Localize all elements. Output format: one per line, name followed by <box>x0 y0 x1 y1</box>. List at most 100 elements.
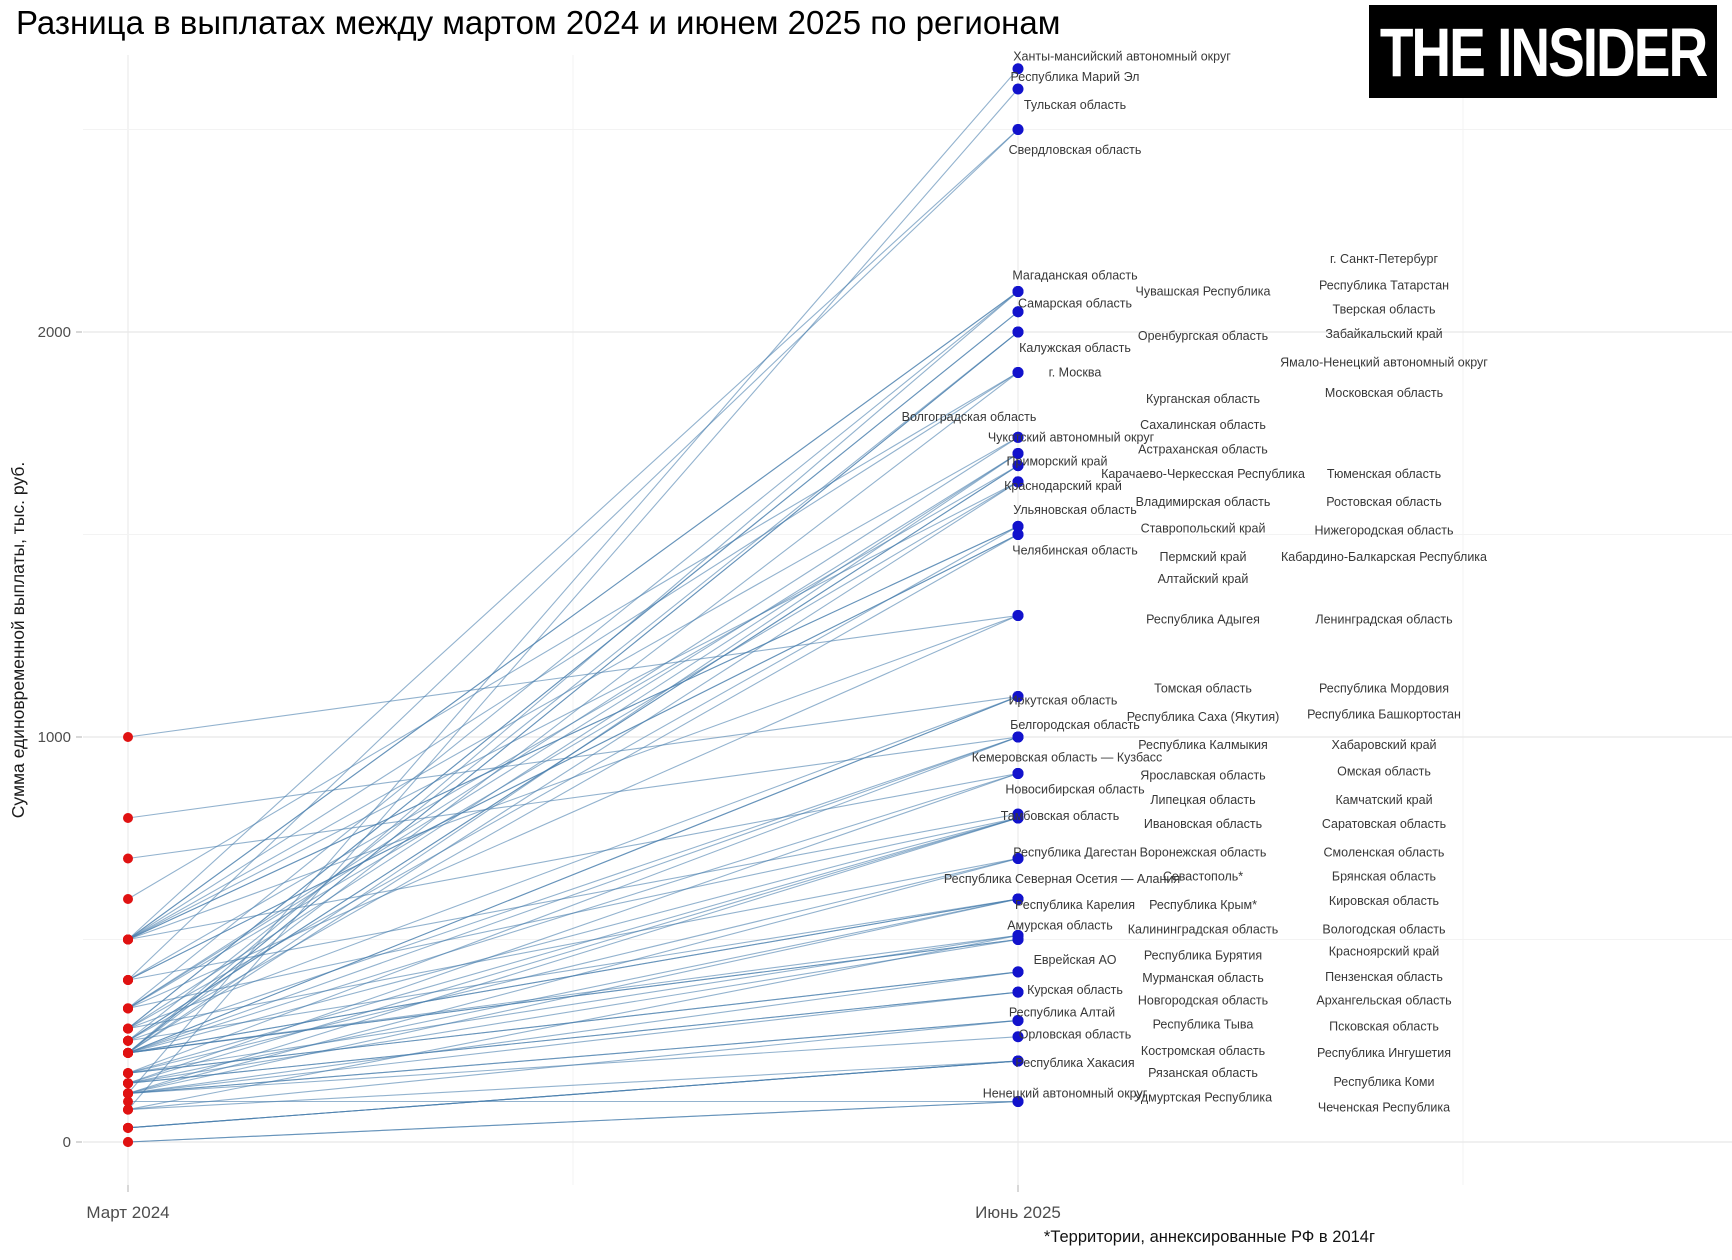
slope-line <box>127 291 1019 1009</box>
march-dot <box>123 1122 133 1133</box>
region-label: Республика Бурятия <box>1144 949 1262 963</box>
region-label: Волгоградская область <box>902 410 1037 424</box>
region-label: Удмуртская Республика <box>1134 1090 1272 1104</box>
slope-line <box>127 772 1019 1084</box>
slope-line <box>127 817 1019 1094</box>
slope-line <box>127 311 1019 1030</box>
region-label: Костромская область <box>1141 1044 1265 1058</box>
slope-line <box>127 1060 1019 1129</box>
march-dot <box>123 853 133 864</box>
slope-line <box>127 938 1019 1084</box>
june-dot <box>1012 1096 1024 1107</box>
region-label: Пермский край <box>1160 550 1247 564</box>
slope-line <box>127 614 1019 738</box>
slope-line <box>127 817 1019 1084</box>
region-label: Красноярский край <box>1329 945 1440 959</box>
slope-line <box>127 971 1019 1094</box>
slope-line <box>127 1100 1019 1143</box>
region-label: Владимирская область <box>1136 495 1271 509</box>
region-label: Архангельская область <box>1316 993 1451 1007</box>
june-dot <box>1012 476 1024 488</box>
region-label: Новгородская область <box>1138 993 1268 1007</box>
region-label: Тамбовская область <box>1001 809 1120 823</box>
x-tick-label-march-2024: Март 2024 <box>86 1203 169 1222</box>
region-label: Курская область <box>1027 983 1123 997</box>
june-dot <box>1012 286 1024 297</box>
region-label: Томская область <box>1154 681 1252 695</box>
region-label: Саратовская область <box>1322 817 1446 831</box>
march-dot <box>123 1035 133 1046</box>
june-dot <box>1012 812 1024 824</box>
slope-line <box>127 291 1019 1054</box>
region-label: Республика Адыгея <box>1146 613 1260 627</box>
slope-line <box>127 534 1019 1042</box>
region-label: г. Москва <box>1049 366 1102 380</box>
june-dot <box>1012 934 1024 945</box>
logo-text: THE INSIDER <box>1379 12 1708 91</box>
slope-line <box>127 695 1019 1030</box>
june-dot <box>1012 520 1024 532</box>
slope-line <box>127 481 1019 1054</box>
region-label: Смоленская область <box>1324 845 1445 859</box>
region-label: Калининградская область <box>1128 922 1279 936</box>
region-label: Магаданская область <box>1012 268 1137 282</box>
slope-line <box>127 991 1019 1084</box>
region-label: Республика Северная Осетия — Алания <box>944 872 1180 886</box>
slope-line <box>127 465 1019 981</box>
june-dot <box>1012 448 1024 459</box>
slope-line <box>127 372 1019 1054</box>
slope-line <box>127 372 1019 940</box>
region-label: Республика Калмыкия <box>1138 738 1268 752</box>
region-label: Ненецкий автономный округ <box>983 1086 1148 1100</box>
slope-line <box>127 614 1019 1009</box>
region-label: Брянская область <box>1332 870 1436 884</box>
june-dot <box>1012 431 1024 443</box>
y-tick-label: 1000 <box>38 729 71 746</box>
region-label: Вологодская область <box>1322 922 1445 936</box>
y-tick-label: 2000 <box>38 324 71 341</box>
march-dot <box>123 1023 133 1034</box>
slope-line <box>127 736 1019 860</box>
slope-line <box>127 971 1019 1074</box>
region-label: Ростовская область <box>1326 495 1442 509</box>
slope-line <box>127 813 1019 981</box>
slope-line <box>127 938 1019 1054</box>
june-dot <box>1012 1055 1024 1067</box>
slope-line <box>127 1019 1019 1094</box>
region-label: Рязанская область <box>1148 1066 1258 1080</box>
slope-line <box>127 934 1019 1054</box>
region-label: г. Санкт-Петербург <box>1330 252 1438 266</box>
region-label: Республика Марий Эл <box>1011 70 1140 84</box>
march-dot <box>123 975 133 985</box>
slope-line <box>127 534 1019 981</box>
region-label: Севастополь* <box>1163 870 1243 884</box>
slope-line <box>127 481 1019 940</box>
y-tick-label: 0 <box>63 1134 71 1151</box>
june-dot <box>1012 1015 1024 1026</box>
region-label: Ярославская область <box>1140 768 1265 782</box>
region-label: Республика Крым* <box>1149 898 1257 912</box>
slope-line <box>127 817 1019 1074</box>
region-label: Калужская область <box>1019 341 1131 355</box>
region-label: Ставропольский край <box>1141 521 1266 535</box>
region-label: Алтайский край <box>1158 572 1249 586</box>
june-dot <box>1012 326 1024 338</box>
june-dot <box>1012 460 1024 472</box>
slope-line <box>127 857 1019 1074</box>
region-label: Омская область <box>1337 764 1431 778</box>
region-label: Республика Тыва <box>1153 1018 1254 1032</box>
region-label: Тюменская область <box>1327 467 1441 481</box>
slope-line <box>127 991 1019 1094</box>
slope-line <box>127 772 1019 941</box>
june-dot <box>1012 767 1024 779</box>
june-dot <box>1012 731 1024 743</box>
slope-line <box>127 331 1019 1042</box>
slope-line <box>127 525 1019 1030</box>
june-dot <box>1012 63 1024 75</box>
slope-line <box>127 525 1019 940</box>
june-dot <box>1012 124 1024 135</box>
slope-line <box>127 817 1019 1054</box>
june-dot <box>1012 529 1024 540</box>
region-label: Кировская область <box>1329 894 1439 908</box>
